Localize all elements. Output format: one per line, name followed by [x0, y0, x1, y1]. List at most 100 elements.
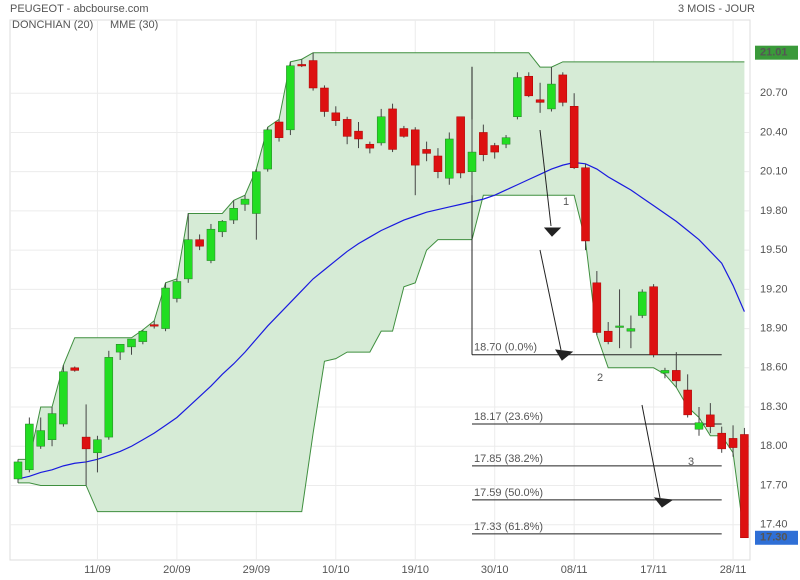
candle-body [25, 423, 34, 471]
candle-body [138, 330, 148, 342]
candle-body [240, 198, 250, 205]
candle-body [694, 422, 704, 430]
candle-body [501, 137, 511, 145]
x-tick-label: 11/09 [84, 564, 111, 576]
candle-body [490, 145, 499, 153]
candle-body [47, 413, 57, 440]
candle-body [127, 338, 136, 348]
candle-body [81, 436, 91, 450]
x-tick-label: 20/09 [163, 564, 191, 576]
channel-fill [18, 52, 745, 538]
y-tick-label: 19.20 [760, 283, 788, 295]
candle-body [558, 74, 568, 103]
candle-body [479, 132, 488, 155]
candle-body [683, 389, 692, 416]
candle [206, 223, 216, 264]
candle-body [36, 430, 45, 447]
candle [683, 374, 692, 418]
candle-body [320, 87, 329, 112]
candle [342, 116, 352, 145]
candle [59, 365, 68, 427]
candle [252, 169, 261, 240]
candle [331, 106, 341, 126]
candle-body [524, 75, 533, 97]
candle-body [411, 129, 420, 166]
candle-body [195, 239, 204, 247]
candle-body [104, 357, 114, 438]
candle-body [376, 116, 386, 144]
chart-title: PEUGEOT - abcbourse.com [10, 3, 149, 15]
candle [603, 322, 613, 345]
annotation: 2 [597, 372, 603, 384]
candle [547, 67, 556, 112]
x-tick-label: 08/11 [561, 564, 588, 576]
candle [36, 417, 45, 449]
candle [104, 350, 114, 440]
arrow-head [555, 349, 574, 361]
candle-body [274, 121, 284, 138]
x-tick-label: 30/10 [481, 564, 509, 576]
y-tick-label: 18.60 [760, 362, 788, 374]
y-tick-label: 19.80 [760, 205, 788, 217]
candle [569, 93, 579, 170]
annotation: 3 [688, 456, 694, 468]
candle [638, 289, 647, 319]
candle [172, 278, 182, 303]
x-tick-label: 19/10 [401, 564, 429, 576]
candle [592, 271, 602, 336]
candle [399, 125, 409, 138]
period: 3 MOIS - JOUR [678, 3, 755, 15]
fib-label: 17.59 (50.0%) [474, 487, 543, 499]
candle-body [342, 119, 352, 137]
price-marker [755, 45, 798, 60]
candle-body [422, 149, 431, 154]
candle [660, 367, 670, 379]
candle-body [229, 208, 238, 221]
candle-body [354, 130, 363, 140]
candle-body [308, 60, 318, 89]
candle-body [184, 239, 193, 280]
candle-body [433, 155, 443, 172]
candle-body [388, 108, 397, 150]
candle [229, 200, 238, 224]
candle-body [70, 367, 79, 371]
candle [626, 315, 636, 349]
arrow [539, 249, 562, 351]
y-tick-label: 18.90 [760, 322, 788, 334]
candle-body [649, 286, 658, 355]
candle-body [603, 330, 613, 342]
candle [388, 103, 397, 153]
candle [581, 163, 590, 251]
candle [615, 289, 624, 349]
candle [411, 127, 420, 196]
candle [490, 142, 499, 159]
legend-entry: DONCHIAN (20) [12, 19, 93, 31]
candle-body [456, 116, 465, 174]
candle [524, 72, 533, 98]
candle-body [535, 99, 545, 103]
arrows [539, 129, 674, 508]
channel-lower [18, 194, 745, 538]
candle-body [331, 112, 341, 121]
candle-body [399, 128, 409, 137]
fib-label: 18.70 (0.0%) [474, 342, 537, 354]
candle [25, 417, 34, 473]
candle [467, 119, 477, 196]
y-tick-label: 18.30 [760, 401, 788, 413]
candle [706, 403, 715, 434]
candle-body [660, 370, 670, 374]
candle-body [172, 281, 182, 299]
candle [93, 435, 102, 473]
price-marker-label: 17.30 [760, 532, 788, 544]
candle [184, 213, 193, 283]
candle-body [115, 344, 125, 353]
fib-label: 18.17 (23.6%) [474, 411, 543, 423]
candle [672, 352, 681, 388]
y-tick-label: 17.70 [760, 479, 788, 491]
y-tick-label: 19.50 [760, 244, 788, 256]
candle [445, 132, 454, 185]
y-tick-label: 20.70 [760, 87, 788, 99]
candle [240, 195, 250, 211]
legend-entry: MME (30) [110, 19, 158, 31]
